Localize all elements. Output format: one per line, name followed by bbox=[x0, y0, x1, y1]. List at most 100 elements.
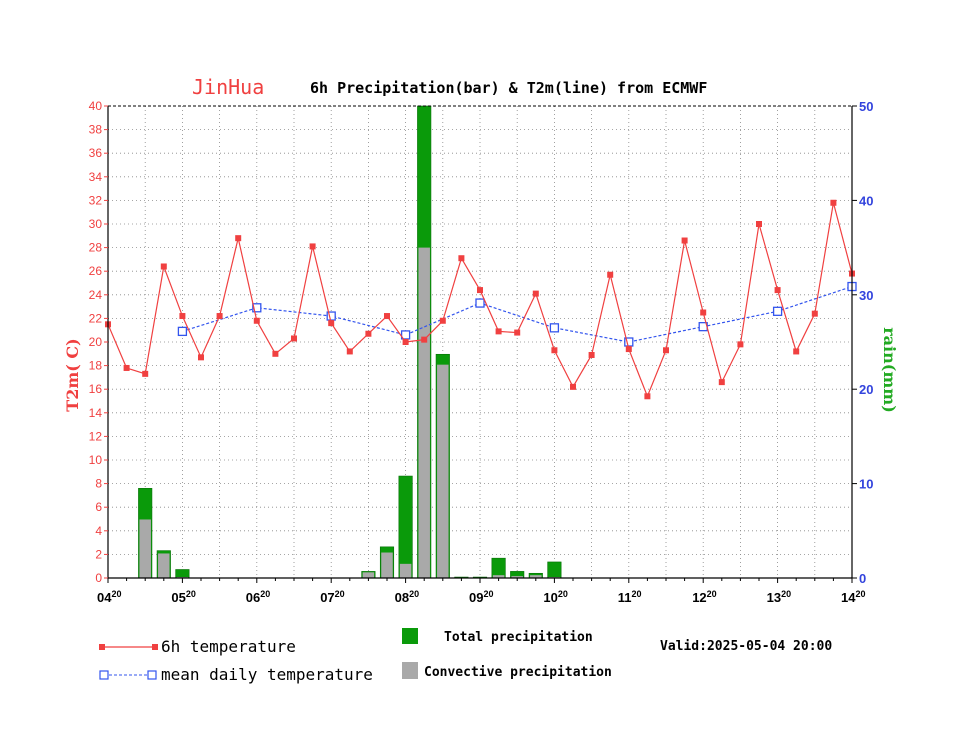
temperature-point bbox=[588, 351, 595, 358]
legend-mean-marker bbox=[99, 670, 109, 680]
left-tick-label: 34 bbox=[89, 170, 103, 184]
temperature-point bbox=[253, 317, 260, 324]
left-tick-label: 40 bbox=[89, 99, 103, 113]
y-axis-right-label: rain(mm) bbox=[880, 327, 899, 413]
temperature-point bbox=[291, 335, 297, 342]
legend: 6h temperature mean daily temperature To… bbox=[99, 628, 832, 684]
right-axis-ticks: 0 10 20 30 40 50 bbox=[852, 99, 873, 586]
temperature-point bbox=[402, 339, 409, 345]
temperature-point bbox=[384, 313, 390, 320]
x-tick-label: 0920 bbox=[469, 589, 493, 605]
x-tick-label: 0620 bbox=[246, 589, 270, 605]
left-tick-label: 12 bbox=[89, 429, 103, 443]
total-precip-bar bbox=[547, 561, 562, 579]
x-tick-label: 0720 bbox=[320, 589, 344, 605]
right-tick-label: 0 bbox=[859, 571, 866, 586]
valid-time: Valid:2025-05-04 20:00 bbox=[660, 639, 832, 654]
right-tick-label: 20 bbox=[859, 382, 873, 397]
temperature-point bbox=[607, 271, 614, 278]
temperature-point bbox=[216, 313, 223, 320]
total-precip-bar bbox=[175, 569, 190, 579]
x-tick-label: 1020 bbox=[543, 589, 567, 605]
convective-precip-bar bbox=[511, 576, 523, 578]
left-tick-label: 16 bbox=[89, 382, 103, 396]
temperature-point bbox=[532, 290, 539, 297]
temperature-point bbox=[644, 393, 651, 400]
temperature-point bbox=[365, 330, 372, 337]
legend-mean-marker bbox=[147, 670, 157, 680]
temperature-point bbox=[179, 313, 186, 320]
mean-temperature-point bbox=[252, 303, 262, 313]
temperature-point bbox=[421, 336, 428, 343]
x-tick-label: 1420 bbox=[841, 589, 865, 605]
legend-mean: mean daily temperature bbox=[99, 665, 373, 684]
temperature-point bbox=[235, 235, 242, 242]
temperature-point bbox=[737, 341, 744, 348]
legend-conv-swatch bbox=[402, 662, 418, 679]
precipitation-bars bbox=[138, 105, 562, 579]
temperature-point bbox=[551, 347, 558, 354]
temperature-point bbox=[272, 350, 279, 357]
right-tick-label: 30 bbox=[859, 288, 873, 303]
temperature-point bbox=[718, 379, 725, 386]
mean-temperature-point bbox=[624, 337, 634, 347]
temperature-point bbox=[477, 287, 483, 294]
x-tick-label: 1320 bbox=[767, 589, 791, 605]
left-tick-label: 18 bbox=[89, 359, 103, 373]
left-tick-label: 26 bbox=[89, 264, 103, 278]
legend-temp-marker bbox=[99, 644, 105, 650]
x-axis-ticks: 0420 0520 0620 0720 0820 0920 1020 1120 1220 1320… bbox=[97, 578, 865, 605]
convective-precip-bar bbox=[158, 553, 170, 578]
temperature-point bbox=[625, 346, 632, 353]
left-tick-label: 38 bbox=[89, 123, 103, 137]
left-tick-label: 32 bbox=[89, 193, 103, 207]
left-tick-label: 6 bbox=[95, 500, 102, 514]
x-tick-label: 1220 bbox=[692, 589, 716, 605]
convective-precip-bar bbox=[492, 575, 505, 578]
left-tick-label: 0 bbox=[95, 571, 102, 585]
left-tick-label: 4 bbox=[95, 524, 102, 538]
convective-precip-bar bbox=[530, 575, 542, 578]
y-axis-left-label: T2m( C) bbox=[63, 338, 82, 411]
mean-temperature-point bbox=[549, 323, 560, 333]
temperature-point bbox=[793, 348, 800, 355]
left-tick-label: 10 bbox=[89, 453, 103, 467]
legend-total-swatch bbox=[402, 628, 418, 644]
left-tick-label: 30 bbox=[89, 217, 103, 231]
convective-precip-bar bbox=[362, 572, 375, 578]
temperature-series bbox=[105, 199, 855, 400]
mean-temperature-point bbox=[400, 330, 411, 340]
temperature-point bbox=[756, 221, 762, 227]
x-tick-label: 0520 bbox=[171, 589, 195, 605]
legend-total-label: Total precipitation bbox=[444, 630, 593, 645]
mean-temperature-point bbox=[475, 298, 485, 308]
convective-precip-bar bbox=[399, 563, 412, 578]
temperature-point bbox=[123, 364, 130, 371]
total-precip-bar bbox=[491, 557, 506, 579]
right-tick-label: 10 bbox=[859, 477, 873, 492]
temperature-point bbox=[830, 199, 837, 206]
left-tick-label: 20 bbox=[89, 335, 103, 349]
legend-temp-label: 6h temperature bbox=[161, 637, 296, 656]
legend-mean-label: mean daily temperature bbox=[161, 665, 373, 684]
left-tick-label: 8 bbox=[95, 477, 102, 491]
temperature-point bbox=[570, 383, 576, 390]
temperature-point bbox=[198, 354, 204, 361]
x-tick-label: 0820 bbox=[395, 589, 419, 605]
legend-temp-marker bbox=[152, 644, 158, 650]
temperature-point bbox=[142, 370, 149, 377]
temperature-point bbox=[663, 347, 669, 354]
right-tick-label: 40 bbox=[859, 193, 873, 208]
legend-temp: 6h temperature bbox=[99, 637, 296, 656]
legend-conv: Convective precipitation bbox=[402, 662, 612, 680]
temperature-point bbox=[458, 255, 465, 262]
temperature-point bbox=[439, 317, 446, 324]
chart-title-city: JinHua bbox=[192, 75, 264, 99]
left-tick-label: 14 bbox=[89, 406, 103, 420]
mean-temperature-line bbox=[182, 285, 853, 343]
convective-precip-bar bbox=[418, 247, 430, 578]
mean-temperature-point bbox=[772, 306, 783, 316]
left-tick-label: 36 bbox=[89, 146, 103, 160]
convective-precip-bar bbox=[381, 552, 393, 578]
